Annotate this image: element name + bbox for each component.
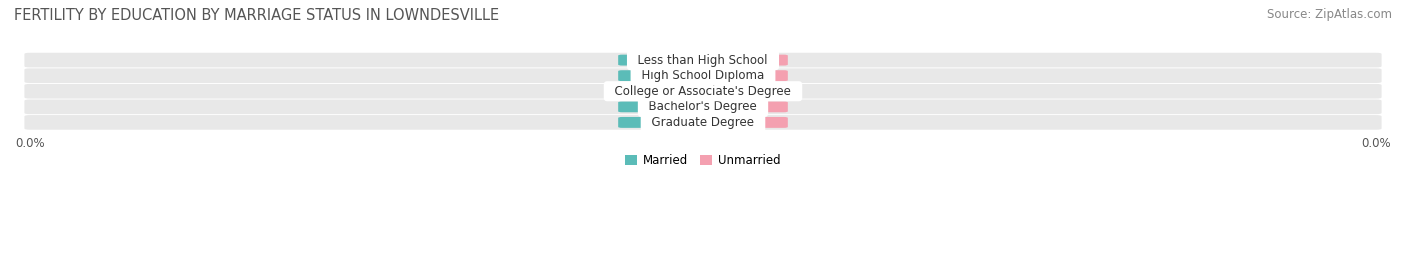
FancyBboxPatch shape bbox=[619, 117, 707, 128]
FancyBboxPatch shape bbox=[619, 55, 707, 66]
Text: Bachelor's Degree: Bachelor's Degree bbox=[641, 100, 765, 113]
Text: 0.0%: 0.0% bbox=[648, 86, 678, 96]
FancyBboxPatch shape bbox=[24, 53, 1382, 68]
Text: High School Diploma: High School Diploma bbox=[634, 69, 772, 82]
FancyBboxPatch shape bbox=[619, 70, 707, 81]
FancyBboxPatch shape bbox=[619, 101, 707, 112]
Legend: Married, Unmarried: Married, Unmarried bbox=[620, 150, 786, 172]
Text: Source: ZipAtlas.com: Source: ZipAtlas.com bbox=[1267, 8, 1392, 21]
Text: 0.0%: 0.0% bbox=[728, 55, 758, 65]
FancyBboxPatch shape bbox=[24, 100, 1382, 114]
Text: Less than High School: Less than High School bbox=[630, 54, 776, 67]
Text: College or Associate's Degree: College or Associate's Degree bbox=[607, 85, 799, 98]
FancyBboxPatch shape bbox=[24, 115, 1382, 130]
FancyBboxPatch shape bbox=[699, 86, 787, 97]
FancyBboxPatch shape bbox=[699, 55, 787, 66]
Text: 0.0%: 0.0% bbox=[648, 117, 678, 128]
Text: FERTILITY BY EDUCATION BY MARRIAGE STATUS IN LOWNDESVILLE: FERTILITY BY EDUCATION BY MARRIAGE STATU… bbox=[14, 8, 499, 23]
FancyBboxPatch shape bbox=[24, 68, 1382, 83]
Text: 0.0%: 0.0% bbox=[728, 86, 758, 96]
Text: 0.0%: 0.0% bbox=[728, 102, 758, 112]
Text: 0.0%: 0.0% bbox=[728, 71, 758, 81]
FancyBboxPatch shape bbox=[699, 117, 787, 128]
Text: 0.0%: 0.0% bbox=[648, 102, 678, 112]
Text: 0.0%: 0.0% bbox=[728, 117, 758, 128]
FancyBboxPatch shape bbox=[699, 70, 787, 81]
FancyBboxPatch shape bbox=[699, 101, 787, 112]
Text: 0.0%: 0.0% bbox=[648, 55, 678, 65]
FancyBboxPatch shape bbox=[619, 86, 707, 97]
Text: 0.0%: 0.0% bbox=[648, 71, 678, 81]
FancyBboxPatch shape bbox=[24, 84, 1382, 98]
Text: Graduate Degree: Graduate Degree bbox=[644, 116, 762, 129]
